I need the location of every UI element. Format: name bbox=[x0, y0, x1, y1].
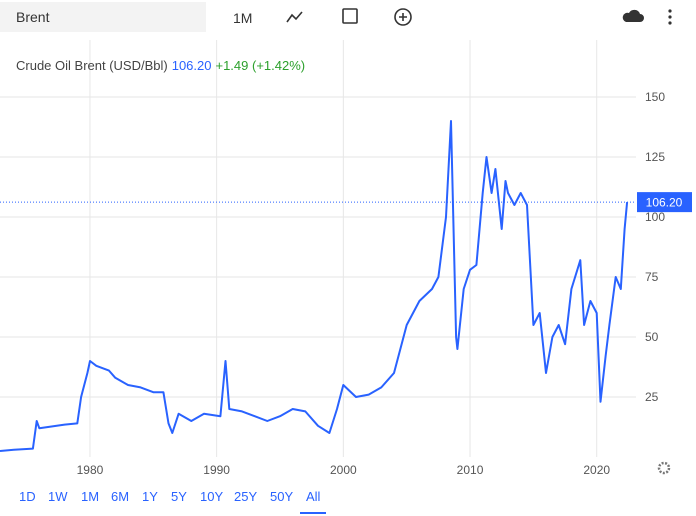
add-icon[interactable] bbox=[394, 8, 412, 26]
calendar-icon[interactable] bbox=[342, 8, 358, 24]
x-tick-label: 1980 bbox=[77, 463, 104, 477]
last-price-label: 106.20 bbox=[646, 196, 683, 210]
last-price: 106.20 bbox=[171, 58, 212, 73]
y-tick-label: 75 bbox=[645, 270, 659, 284]
range-button[interactable]: All bbox=[300, 489, 327, 514]
x-tick-label: 1990 bbox=[203, 463, 230, 477]
menu-dot bbox=[668, 15, 672, 19]
y-tick-label: 100 bbox=[645, 210, 665, 224]
last-price-tag bbox=[637, 192, 692, 213]
range-button[interactable]: 10Y bbox=[200, 489, 224, 504]
x-tick-label: 2010 bbox=[457, 463, 484, 477]
chart-header: Crude Oil Brent (USD/Bbl) 106.20 +1.49 (+1… bbox=[16, 58, 305, 73]
range-button[interactable]: 1D bbox=[19, 489, 36, 504]
range-button[interactable]: 6M bbox=[111, 489, 130, 504]
instrument-name: Crude Oil Brent (USD/Bbl) bbox=[16, 58, 168, 73]
range-button[interactable]: 1Y bbox=[142, 489, 158, 504]
range-button[interactable]: 1W bbox=[48, 489, 68, 504]
add-icon-plus bbox=[399, 13, 407, 21]
range-button[interactable]: 25Y bbox=[234, 489, 258, 504]
x-tick-label: 2000 bbox=[330, 463, 357, 477]
y-tick-label: 50 bbox=[645, 330, 659, 344]
download-icon[interactable] bbox=[622, 9, 644, 22]
x-tick-label: 2020 bbox=[583, 463, 610, 477]
price-line bbox=[0, 120, 629, 452]
menu-dot bbox=[668, 9, 672, 13]
range-button[interactable]: 1M bbox=[81, 489, 100, 504]
range-button[interactable]: 5Y bbox=[171, 489, 187, 504]
y-tick-label: 25 bbox=[645, 390, 659, 404]
y-tick-label: 125 bbox=[645, 150, 665, 164]
symbol-input[interactable]: Brent bbox=[0, 2, 206, 32]
toolbar-icons bbox=[286, 8, 412, 26]
y-tick-label: 150 bbox=[645, 90, 665, 104]
period-button[interactable]: 1M bbox=[233, 10, 253, 26]
chart-type-icon[interactable] bbox=[286, 11, 303, 23]
range-button[interactable]: 50Y bbox=[270, 489, 294, 504]
settings-icon[interactable] bbox=[657, 461, 671, 475]
menu-dot bbox=[668, 21, 672, 25]
price-change: +1.49 (+1.42%) bbox=[215, 58, 306, 73]
